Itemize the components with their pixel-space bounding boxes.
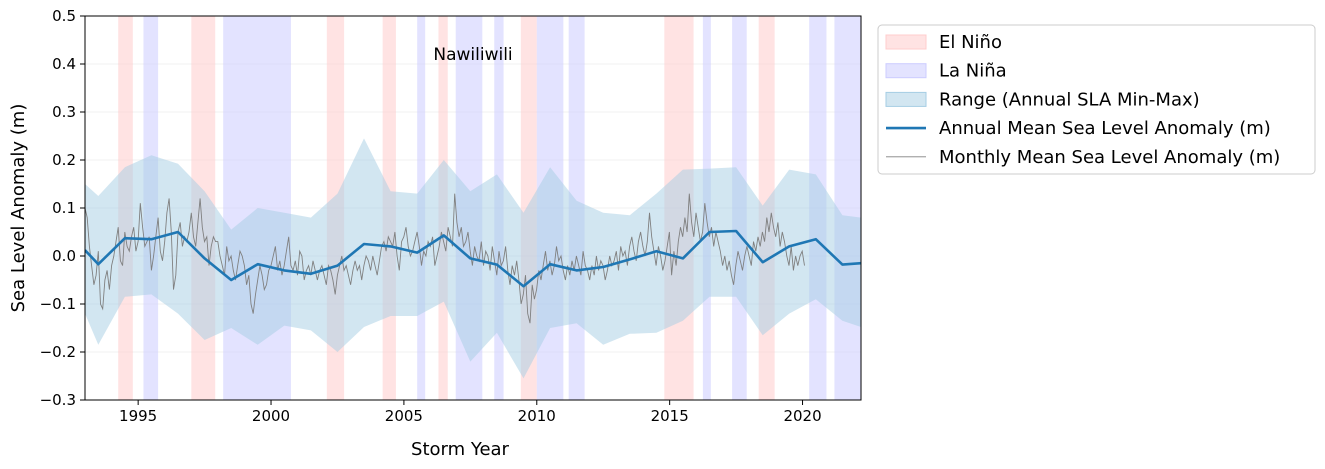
legend-label: Monthly Mean Sea Level Anomaly (m): [939, 147, 1280, 168]
y-tick-label: 0.4: [52, 55, 76, 73]
legend-label: Annual Mean Sea Level Anomaly (m): [939, 118, 1271, 139]
x-tick-label: 2010: [518, 407, 556, 425]
x-tick-label: 2015: [651, 407, 689, 425]
x-tick-label: 2000: [252, 407, 290, 425]
annual-line-layer: [85, 229, 861, 288]
legend-swatch: [885, 63, 927, 79]
x-tick-label: 2020: [783, 407, 821, 425]
monthly-mean-line: [85, 193, 805, 324]
y-tick-label: −0.3: [40, 391, 76, 409]
legend-swatch: [885, 34, 927, 50]
axes: 1995 2000 2005 2010 2015 2020 −0.3 −0.2 −0.1 0.0 0…: [40, 7, 822, 425]
legend-box: [877, 24, 1316, 175]
annual-mean-line: [85, 229, 861, 288]
monthly-line-layer: [85, 193, 805, 324]
y-tick-label: 0.1: [52, 199, 76, 217]
x-tick-label: 2005: [385, 407, 423, 425]
x-tick-label: 1995: [119, 407, 157, 425]
y-tick-label: 0.3: [52, 103, 76, 121]
y-axis-label: Sea Level Anomaly (m): [8, 104, 29, 313]
y-tick-label: 0.5: [52, 7, 76, 25]
y-tick-label: −0.2: [40, 343, 76, 361]
legend-label: La Niña: [939, 61, 1007, 82]
x-axis-label: Storm Year: [411, 439, 510, 460]
la-nina-period: [834, 16, 861, 400]
legend-label: Range (Annual SLA Min-Max): [939, 89, 1200, 110]
legend-swatch: [885, 91, 927, 107]
y-tick-label: 0.0: [52, 247, 76, 265]
legend-label: El Niño: [939, 32, 1002, 53]
legend: El Niño La Niña Range (Annual SLA Min-Max)…: [877, 24, 1316, 175]
y-tick-label: −0.1: [40, 295, 76, 313]
station-annotation: Nawiliwili: [433, 45, 512, 65]
y-tick-label: 0.2: [52, 151, 76, 169]
